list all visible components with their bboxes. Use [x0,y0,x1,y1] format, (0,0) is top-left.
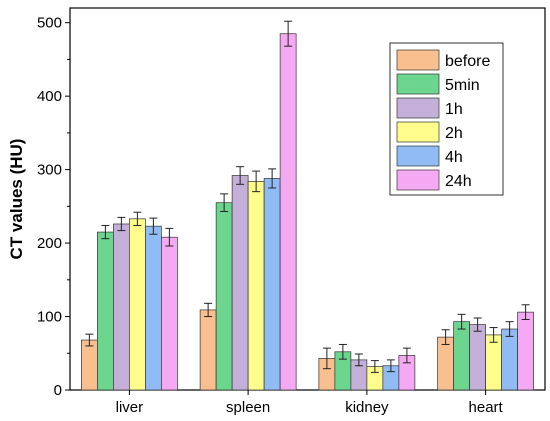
y-tick-label: 400 [37,88,62,105]
error-bar [521,304,530,320]
x-axis: liver spleen kidney heart [116,390,504,416]
legend-swatch [396,97,440,119]
x-tick-label: spleen [226,399,270,416]
error-bars-layer [85,20,530,373]
legend-item-4h: 4h [396,145,463,167]
bar-liver-before [81,339,98,391]
legend-swatch [396,73,440,95]
legend-label: 4h [445,149,463,166]
plot-area: 0 100 200 300 400 500 liver spleen kidney heart [37,7,546,416]
error-bar [386,359,395,373]
error-bar [473,317,482,332]
bar-spleen-4h [263,178,281,391]
legend-item-2h: 2h [396,121,463,143]
legend-label: 5min [445,77,480,94]
legend-item-24h: 24h [396,169,472,191]
error-bar [165,227,174,247]
bar-heart-24h [517,311,534,391]
bar-heart-4h [501,328,518,391]
y-tick-label: 200 [37,235,62,252]
legend-swatch [396,49,440,71]
legend-swatch [396,169,440,191]
y-tick-label: 100 [37,309,62,326]
legend-swatch [396,145,440,167]
bar-heart-before [437,336,454,391]
bar-liver-1h [113,223,130,391]
y-tick-label: 0 [54,382,62,399]
plot-frame [69,7,546,391]
legend-label: before [445,53,490,70]
legend-items: before 5min 1h 2h 4h 24h [396,49,490,191]
bar-spleen-5min [215,202,233,391]
y-axis: 0 100 200 300 400 500 [37,15,70,399]
bar-heart-2h [485,334,502,391]
bar-liver-24h [161,236,178,391]
y-tick-label: 300 [37,162,62,179]
legend-swatch [396,121,440,143]
legend-item-before: before [396,49,490,71]
y-axis-title: CT values (HU) [7,139,26,260]
bar-liver-5min [97,231,114,391]
bar-spleen-1h [231,175,249,391]
error-bar [441,329,450,345]
y-tick-label: 500 [37,15,62,32]
bar-liver-2h [129,218,146,391]
error-bar [489,327,498,343]
x-tick-label: liver [116,399,144,416]
x-tick-label: kidney [345,399,389,416]
error-bar [101,224,110,240]
legend-item-1h: 1h [396,97,463,119]
error-bar [370,360,379,373]
error-bar [220,193,229,212]
error-bar [268,168,277,189]
bar-spleen-2h [247,181,265,391]
error-bar [252,170,261,193]
error-bar [402,347,411,364]
legend-label: 2h [445,125,463,142]
error-bar [85,333,94,347]
bar-heart-5min [453,321,470,391]
error-bar [204,302,213,318]
bar-heart-1h [469,324,486,391]
legend-item-5min: 5min [396,73,480,95]
error-bar [236,166,245,185]
x-tick-label: heart [469,399,504,416]
error-bar [322,347,331,370]
legend: before 5min 1h 2h 4h 24h [389,42,504,196]
error-bar [284,20,293,47]
bar-spleen-24h [279,33,297,391]
error-bar [149,217,158,235]
bars-layer [81,33,534,391]
error-bar [338,343,347,360]
legend-label: 1h [445,101,463,118]
bar-spleen-before [199,309,217,391]
error-bar [354,353,363,367]
legend-label: 24h [445,173,472,190]
error-bar [505,321,514,337]
error-bar [133,211,142,226]
bar-liver-4h [145,225,162,391]
error-bar [117,216,126,232]
error-bar [457,313,466,330]
